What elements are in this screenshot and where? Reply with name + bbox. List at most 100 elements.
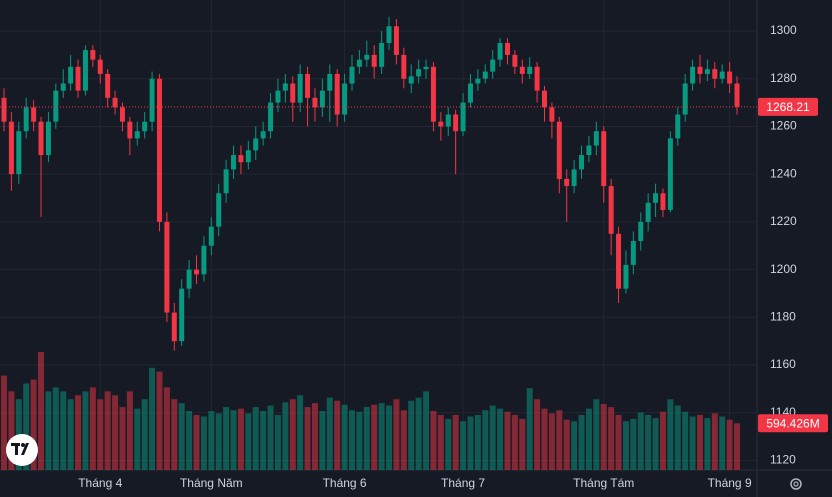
volume-bar	[356, 411, 363, 470]
volume-bar	[112, 395, 119, 470]
candle-body	[379, 42, 385, 67]
volume-bar	[89, 387, 96, 470]
volume-bar	[260, 411, 267, 470]
candle-body	[579, 155, 585, 170]
volume-bar	[482, 410, 489, 470]
volume-bar	[371, 404, 378, 470]
candle-body	[712, 69, 718, 79]
volume-bar	[489, 405, 496, 470]
candle-body	[268, 102, 274, 132]
candle-body	[719, 71, 725, 79]
volume-bar	[297, 395, 304, 470]
candle-body	[571, 169, 577, 187]
volume-bar	[289, 399, 296, 470]
candle-body	[586, 145, 592, 156]
volume-bar	[267, 405, 274, 470]
volume-bar	[460, 421, 467, 470]
volume-bar	[563, 419, 570, 470]
candle-body	[475, 78, 481, 84]
volume-bar	[126, 391, 133, 470]
candle-body	[201, 245, 207, 275]
volume-bar	[363, 407, 370, 470]
y-tick-label: 1240	[770, 166, 797, 180]
candle-body	[312, 97, 318, 108]
volume-bar	[467, 416, 474, 470]
candle-body	[290, 83, 296, 103]
volume-bar	[326, 397, 333, 470]
volume-bar	[8, 391, 15, 470]
candle-body	[68, 66, 74, 84]
volume-bar	[186, 411, 193, 470]
candle-body	[349, 66, 355, 84]
y-tick-label: 1300	[770, 23, 797, 37]
candle-body	[504, 42, 510, 55]
candle-body	[364, 54, 370, 60]
volume-bar	[393, 399, 400, 470]
candle-body	[386, 26, 392, 43]
volume-bar	[726, 419, 733, 470]
candle-body	[223, 169, 229, 194]
candle-body	[127, 121, 133, 139]
candle-body	[682, 83, 688, 115]
candle-body	[334, 73, 340, 115]
volume-bar	[119, 407, 126, 470]
volume-bar	[526, 388, 533, 470]
candle-body	[467, 83, 473, 103]
volume-bar	[652, 418, 659, 470]
candle-body	[660, 193, 666, 210]
candle-body	[638, 221, 644, 241]
candle-body	[231, 155, 237, 170]
candle-body	[430, 66, 436, 122]
candle-body	[82, 50, 88, 91]
candle-body	[371, 54, 377, 67]
volume-bar	[230, 410, 237, 470]
last-price-label: 1268.21	[766, 100, 810, 114]
candle-body	[45, 121, 51, 156]
volume-bar	[593, 399, 600, 470]
candle-body	[727, 71, 733, 84]
candle-body	[697, 66, 703, 74]
y-tick-label: 1260	[770, 119, 797, 133]
y-tick-label: 1220	[770, 214, 797, 228]
volume-bar	[608, 407, 615, 470]
candle-body	[497, 42, 503, 60]
candle-body	[667, 138, 673, 210]
candle-body	[38, 121, 44, 156]
candle-body	[282, 83, 288, 91]
candle-body	[23, 107, 29, 132]
candle-body	[556, 121, 562, 179]
x-tick-label: Tháng Tám	[573, 476, 634, 490]
candle-body	[445, 114, 451, 127]
candle-body	[156, 78, 162, 222]
settings-icon[interactable]	[790, 478, 802, 490]
volume-bar	[200, 416, 207, 470]
volume-bar	[615, 414, 622, 470]
candle-body	[60, 83, 66, 91]
candle-body	[423, 66, 429, 70]
last-volume-box	[758, 414, 828, 433]
candle-body	[327, 73, 333, 91]
candle-body	[675, 114, 681, 139]
candle-body	[75, 66, 81, 91]
y-tick-label: 1180	[770, 309, 796, 323]
candle-body	[149, 78, 155, 122]
y-tick-label: 1160	[770, 357, 796, 371]
volume-bar	[208, 411, 215, 470]
x-tick-label: Tháng 6	[323, 476, 367, 490]
candle-body	[512, 54, 518, 67]
volume-bar	[719, 416, 726, 470]
candle-body	[134, 131, 140, 139]
candle-body	[542, 90, 548, 108]
volume-bar	[311, 403, 318, 470]
candle-body	[171, 312, 177, 342]
volume-bar	[237, 408, 244, 470]
candle-body	[216, 193, 222, 227]
volume-bar	[156, 371, 163, 470]
volume-bar	[645, 414, 652, 470]
volume-bar	[452, 414, 459, 470]
volume-bar	[415, 397, 422, 470]
volume-bar	[215, 413, 222, 470]
candle-body	[90, 50, 96, 60]
candle-body	[623, 264, 629, 289]
